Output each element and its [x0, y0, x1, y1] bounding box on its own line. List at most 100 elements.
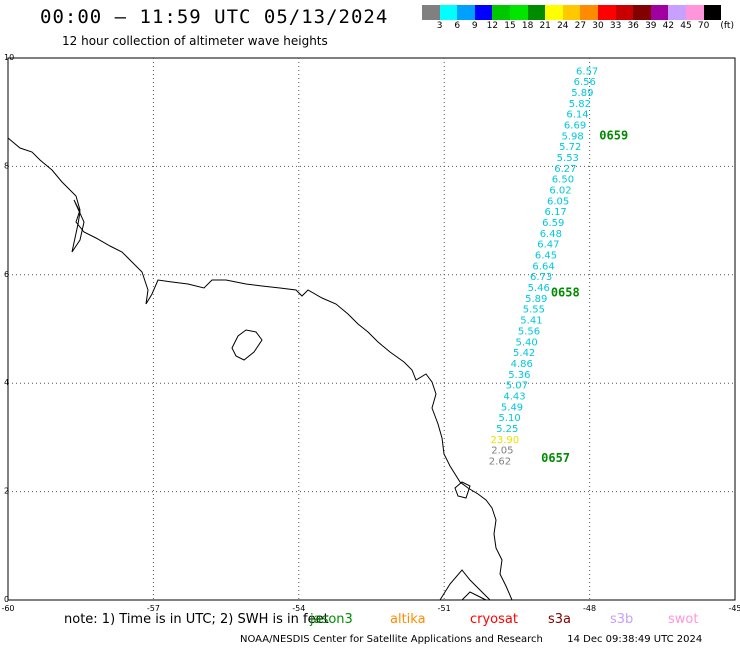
color-swatch	[527, 5, 546, 20]
color-swatch	[422, 5, 440, 20]
legend-note: note: 1) Time is in UTC; 2) SWH is in fe…	[64, 612, 329, 627]
satellite-legend-altika: altika	[390, 612, 426, 627]
wave-height-label: 5.89	[525, 294, 547, 305]
x-tick-label: -48	[583, 604, 596, 613]
wave-height-label: 5.07	[506, 381, 528, 392]
wave-height-label: 6.69	[564, 120, 586, 131]
color-scale-label: 39	[645, 21, 657, 31]
wave-height-label: 6.57	[576, 66, 598, 77]
wave-height-label: 5.89	[571, 88, 593, 99]
wave-height-label: 6.02	[549, 186, 571, 197]
pass-time-label: 0658	[551, 285, 580, 299]
color-swatch	[685, 5, 704, 20]
coastline	[7, 137, 513, 601]
wave-height-label: 6.64	[532, 261, 554, 272]
color-scale-label: (ft)	[720, 21, 734, 31]
color-swatch	[615, 5, 634, 20]
color-scale-label: 24	[557, 21, 569, 31]
pass-time-label: 0659	[599, 128, 628, 142]
wave-height-label: 5.40	[515, 337, 537, 348]
wave-height-label: 6.50	[552, 175, 574, 186]
color-swatch	[650, 5, 669, 20]
y-tick-label: 2	[4, 487, 9, 496]
river-mouth	[71, 199, 85, 253]
island-outline	[454, 481, 471, 499]
wave-height-label: 5.41	[520, 316, 542, 327]
delta-coastline	[461, 591, 487, 601]
color-scale-label: 30	[592, 21, 604, 31]
wave-height-label: 6.05	[547, 196, 569, 207]
x-tick-label: -60	[1, 604, 14, 613]
wave-height-label: 5.10	[498, 413, 520, 424]
color-swatch	[703, 5, 722, 20]
color-scale-label: 33	[609, 21, 622, 31]
color-scale-label: 6	[454, 21, 461, 31]
color-swatch	[633, 5, 651, 20]
wave-height-label: 5.72	[559, 142, 581, 153]
wave-height-label: 6.27	[554, 164, 576, 175]
wave-height-label: 2.05	[491, 446, 513, 457]
map-title: 00:00 – 11:59 UTC 05/13/2024	[40, 6, 389, 28]
satellite-legend-s3a: s3a	[548, 612, 572, 627]
satellite-legend-swot: swot	[668, 612, 699, 627]
wave-height-label: 5.46	[528, 283, 550, 294]
color-swatch	[509, 5, 528, 20]
color-scale-label: 27	[574, 21, 587, 31]
wave-height-label: 6.48	[540, 229, 562, 240]
wave-height-label: 4.43	[503, 391, 525, 402]
x-tick-label: -57	[147, 604, 160, 613]
color-swatch	[562, 5, 581, 20]
y-tick-label: 0	[4, 595, 9, 604]
color-scale-label: 45	[680, 21, 692, 31]
wave-height-label: 23.90	[490, 435, 519, 446]
map-subtitle: 12 hour collection of altimeter wave hei…	[62, 34, 328, 48]
color-swatch	[545, 5, 563, 20]
color-scale-label: 9	[471, 21, 478, 31]
color-swatch	[457, 5, 475, 20]
wave-height-label: 6.47	[537, 240, 559, 251]
color-scale-label: 21	[539, 21, 551, 31]
color-swatch	[492, 5, 510, 20]
color-swatch	[668, 5, 686, 20]
wave-height-label: 6.59	[542, 218, 564, 229]
x-tick-label: -45	[728, 604, 740, 613]
color-scale-label: 36	[627, 21, 639, 31]
color-scale-label: 70	[697, 21, 710, 31]
satellite-legend-s3b: s3b	[610, 612, 634, 627]
wave-height-label: 5.56	[518, 326, 540, 337]
wave-height-label: 6.56	[574, 77, 596, 88]
wave-height-label: 5.55	[523, 305, 545, 316]
wave-height-label: 6.17	[545, 207, 567, 218]
y-tick-label: 6	[4, 270, 9, 279]
color-scale-label: 3	[436, 21, 443, 31]
color-scale-bar	[422, 5, 722, 20]
y-tick-label: 10	[4, 53, 14, 62]
color-swatch	[474, 5, 493, 20]
y-tick-label: 4	[4, 378, 9, 387]
delta-coastline	[439, 569, 491, 601]
wave-height-label: 2.62	[489, 457, 511, 468]
footer-timestamp: 14 Dec 09:38:49 UTC 2024	[567, 634, 703, 645]
x-tick-label: -54	[292, 604, 305, 613]
wave-height-label: 5.98	[562, 131, 584, 142]
color-scale-label: 42	[662, 21, 675, 31]
y-tick-label: 8	[4, 161, 9, 170]
wave-height-label: 5.42	[513, 348, 535, 359]
footer: NOAA/NESDIS Center for Satellite Applica…	[240, 634, 702, 645]
color-swatch	[597, 5, 616, 20]
x-tick-label: -51	[438, 604, 451, 613]
footer-credit: NOAA/NESDIS Center for Satellite Applica…	[240, 634, 543, 645]
wave-height-label: 6.45	[535, 251, 557, 262]
color-scale-label: 12	[486, 21, 499, 31]
wave-height-label: 5.49	[501, 402, 523, 413]
wave-height-label: 4.86	[511, 359, 533, 370]
wave-height-label: 5.25	[496, 424, 518, 435]
map-frame	[7, 57, 736, 601]
wave-height-label: 6.14	[566, 110, 588, 121]
color-scale-label: 18	[521, 21, 534, 31]
satellite-legend-jason3: jason3	[310, 612, 353, 627]
island-outline	[231, 329, 263, 361]
color-swatch	[439, 5, 458, 20]
color-swatch	[580, 5, 598, 20]
